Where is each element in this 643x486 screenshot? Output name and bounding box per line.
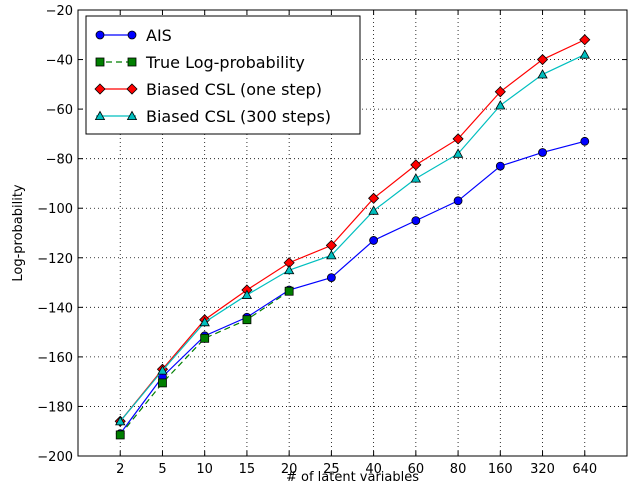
series-1	[115, 286, 294, 440]
x-tick-label: 160	[488, 462, 513, 477]
legend-marker	[94, 83, 106, 95]
series-line	[119, 140, 585, 435]
plot-frame	[77, 9, 628, 457]
data-point	[495, 100, 506, 110]
x-tick-label: 2	[116, 462, 124, 477]
legend: AIS True Log-probability Biased CSL (one s…	[85, 15, 361, 135]
y-tick-label: −200	[37, 450, 73, 465]
data-point	[158, 378, 167, 388]
data-point	[326, 273, 336, 283]
data-point	[452, 133, 464, 145]
legend-label: True Log-probability	[145, 53, 305, 72]
x-tick-label: 320	[530, 462, 555, 477]
data-point	[452, 148, 464, 158]
data-point	[115, 430, 125, 440]
data-point	[453, 196, 463, 206]
x-tick-label: 40	[365, 462, 382, 477]
data-point	[410, 159, 422, 171]
data-point	[157, 365, 168, 375]
data-point	[495, 161, 505, 171]
legend-marker	[126, 83, 138, 95]
legend-marker	[95, 57, 105, 67]
legend-label: AIS	[146, 26, 172, 45]
legend-label: Biased CSL (300 steps)	[146, 107, 331, 126]
data-point	[368, 192, 380, 204]
y-tick-label: −20	[46, 4, 73, 19]
legend-marker	[126, 110, 138, 120]
data-point	[326, 249, 337, 260]
y-tick-label: −100	[37, 202, 73, 217]
y-tick-label: −120	[37, 252, 73, 267]
series-line	[119, 290, 290, 436]
data-point	[538, 148, 547, 157]
x-tick-label: 60	[408, 462, 425, 477]
data-point	[579, 34, 591, 46]
y-tick-label: −160	[37, 351, 73, 366]
data-point	[369, 236, 379, 245]
x-axis-label: # of latent variables	[286, 470, 419, 485]
data-point	[537, 69, 548, 79]
data-point	[580, 136, 590, 146]
legend-label: Biased CSL (one step)	[146, 80, 322, 99]
data-point	[411, 216, 421, 226]
legend-marker	[127, 30, 137, 40]
data-point	[283, 264, 295, 275]
series-line	[119, 39, 586, 422]
y-tick-label: −40	[46, 54, 73, 69]
x-tick-label: 20	[281, 462, 298, 477]
x-tick-label: 10	[196, 462, 213, 477]
data-point	[200, 333, 210, 343]
data-point	[579, 49, 590, 59]
legend-marker	[95, 30, 105, 40]
x-tick-label: 15	[239, 462, 256, 477]
data-point	[242, 315, 252, 325]
x-tick-label: 640	[572, 462, 597, 477]
x-tick-label: 80	[450, 462, 467, 477]
y-tick-label: −180	[37, 400, 73, 415]
data-point	[115, 415, 126, 426]
series-3	[115, 49, 590, 426]
y-tick-label: −80	[46, 153, 73, 168]
data-point	[536, 53, 549, 66]
axis-ticks: 2 5 10 15 20 25 40 60 80 160 320 640−200−180−160−14…	[37, 4, 627, 477]
series-line	[119, 54, 586, 422]
y-tick-label: −140	[37, 301, 73, 316]
data-point	[241, 289, 253, 299]
legend-marker	[127, 57, 137, 67]
x-tick-label: 5	[158, 462, 166, 477]
y-axis-label: Log-probability	[11, 184, 26, 282]
legend-marker	[94, 110, 106, 120]
y-tick-label: −60	[46, 103, 73, 118]
data-point	[494, 86, 506, 98]
data-point	[368, 205, 379, 215]
data-point	[284, 286, 294, 296]
series-layer	[114, 34, 591, 440]
data-point	[410, 173, 422, 183]
x-tick-label: 25	[323, 462, 340, 477]
data-point	[199, 316, 210, 327]
